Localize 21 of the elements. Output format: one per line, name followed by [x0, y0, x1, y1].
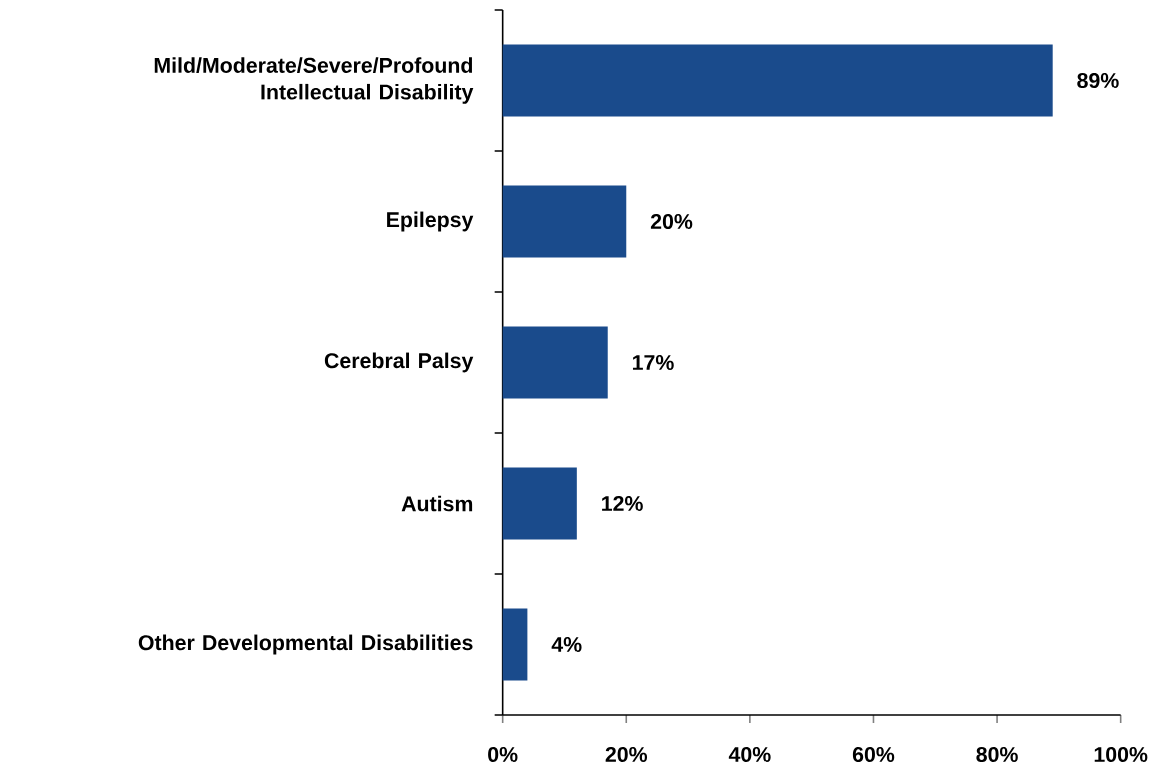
data-label: 4%: [551, 637, 582, 653]
bar: [502, 608, 528, 681]
bar: [502, 185, 627, 258]
x-tick-label: 60%: [852, 746, 895, 763]
y-tick-label: Mild/Moderate/Severe/Profound Intellectual Disability: [154, 57, 474, 104]
x-tick-label: 80%: [976, 746, 1018, 763]
x-tick-label: 100%: [1094, 746, 1148, 763]
bar: [502, 326, 608, 399]
y-tick-label: Cerebral Palsy: [324, 352, 474, 373]
y-tick-label: Other Developmental Disabilities: [138, 634, 473, 655]
x-tick-label: 40%: [728, 746, 771, 763]
bar: [502, 44, 1053, 117]
y-tick-label: Autism: [401, 495, 473, 512]
x-tick-label: 0%: [488, 746, 518, 763]
data-label: 20%: [650, 213, 693, 230]
data-label: 89%: [1077, 72, 1119, 89]
bar: [502, 467, 577, 540]
x-tick-label: 20%: [605, 746, 648, 763]
data-label: 12%: [602, 495, 643, 512]
data-label: 17%: [632, 355, 674, 371]
y-tick-label: Epilepsy: [387, 211, 474, 232]
